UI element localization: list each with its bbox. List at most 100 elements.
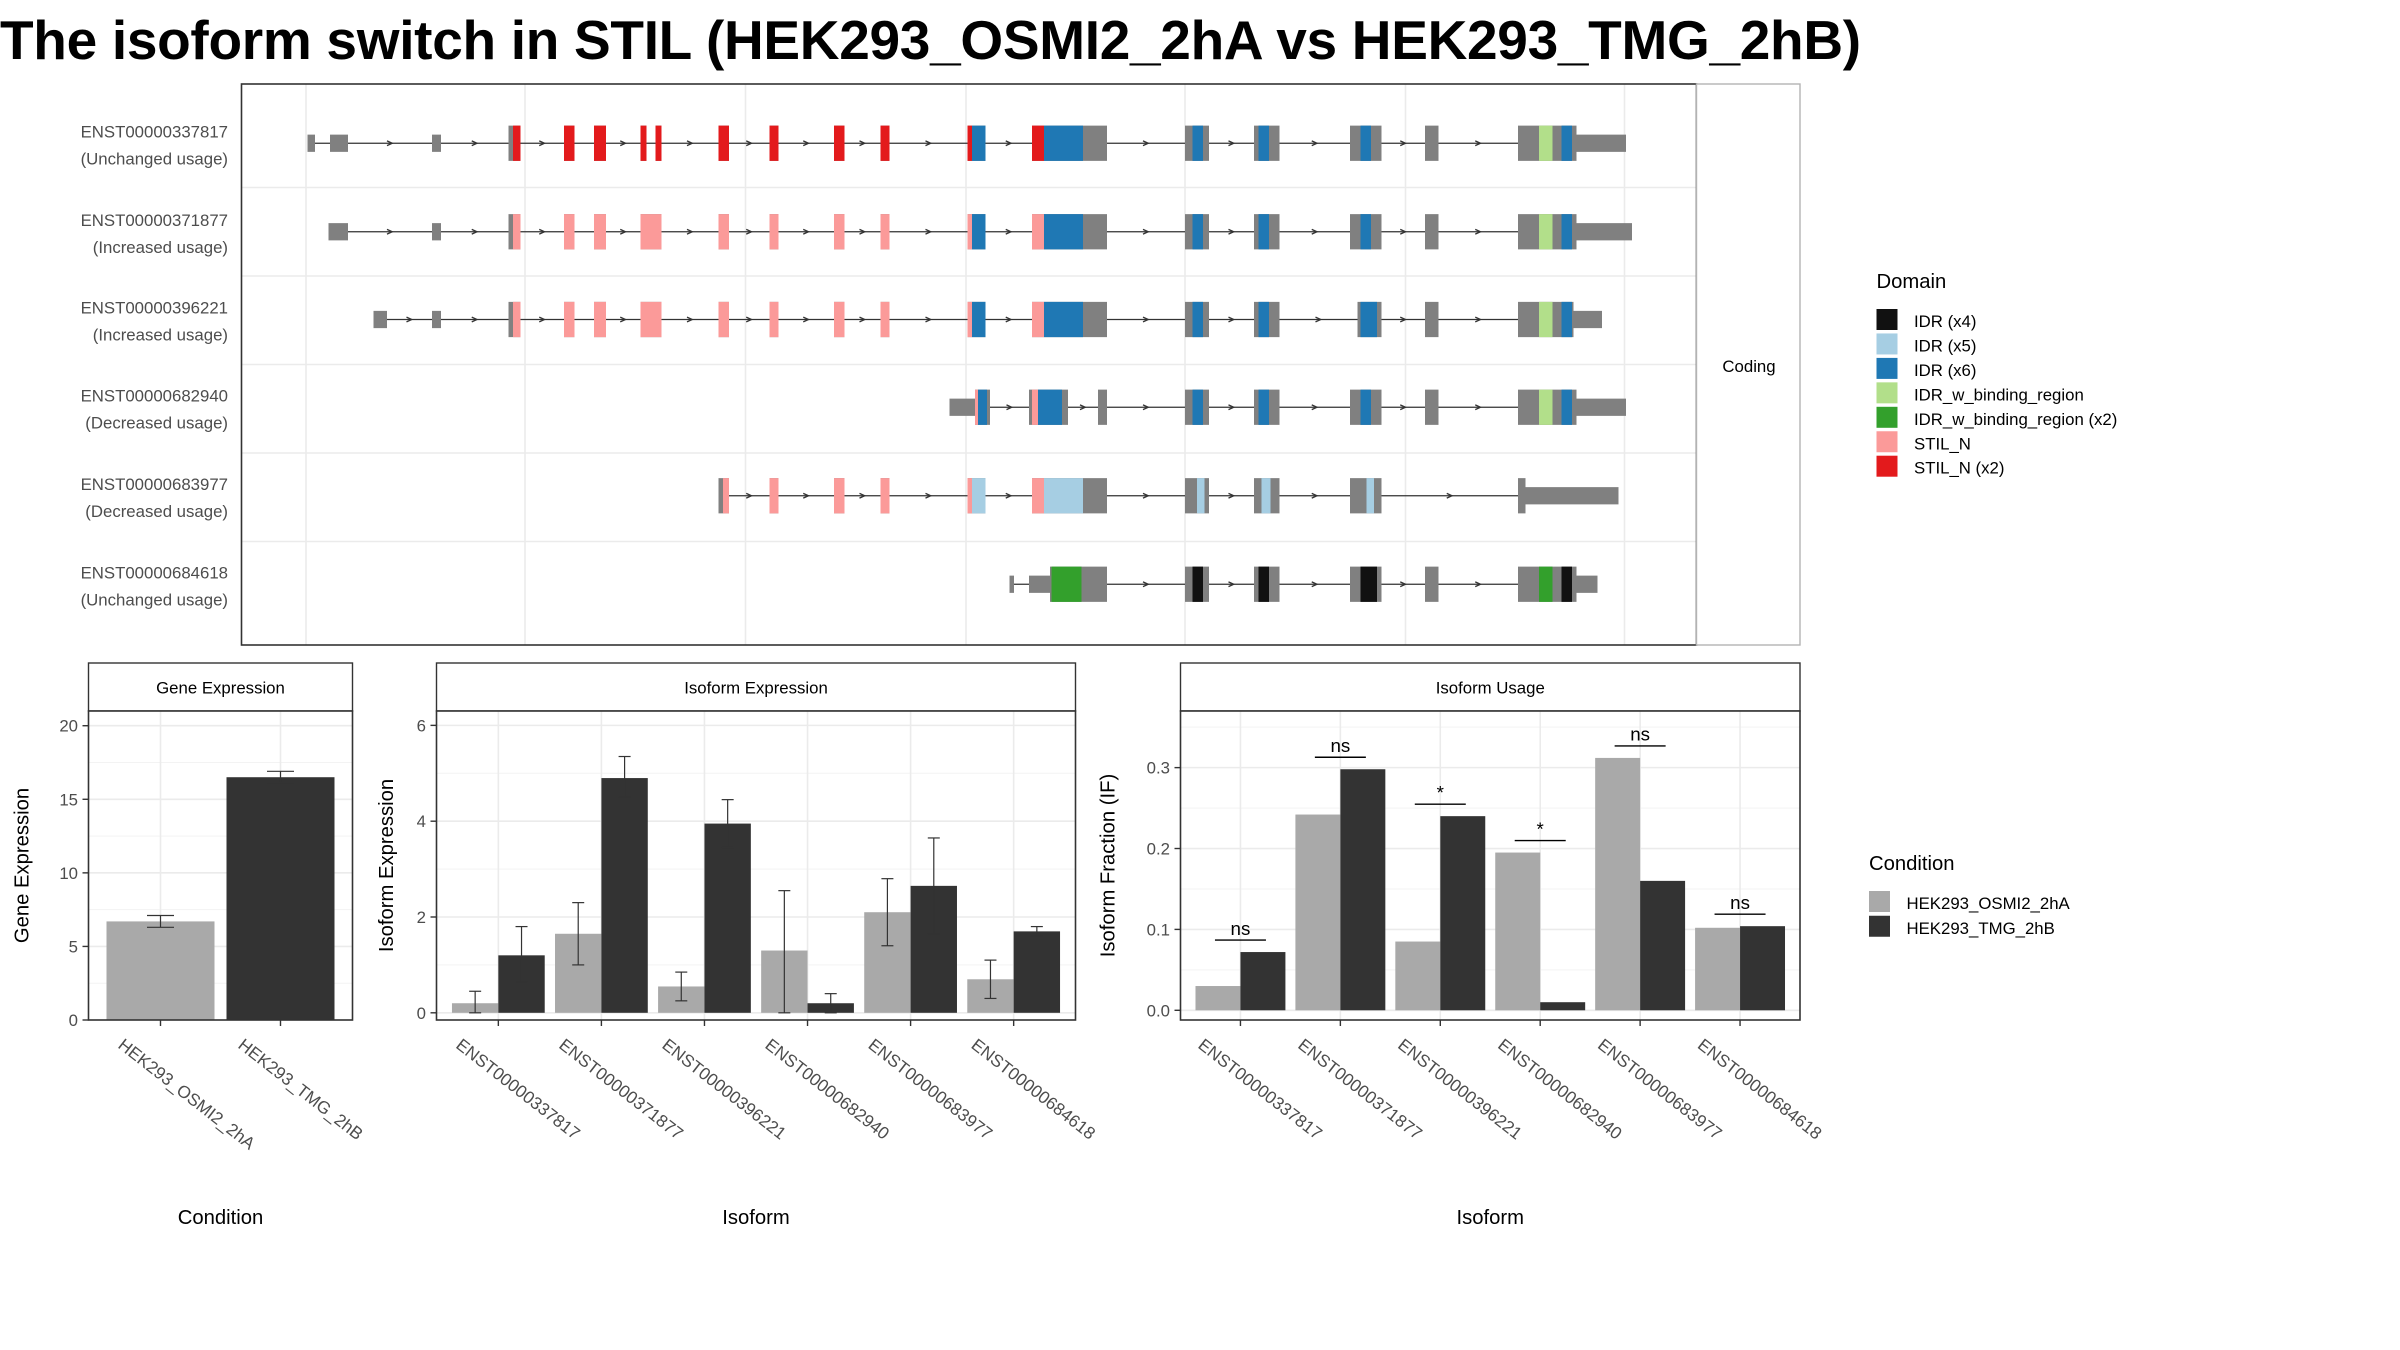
- domain-block: [655, 125, 662, 161]
- coding-exon: [1425, 389, 1439, 425]
- panel-strip: [1179, 662, 1801, 712]
- panel-title: Isoform Usage: [1436, 678, 1545, 697]
- intron-arrow: [1228, 140, 1236, 147]
- bar: [1395, 941, 1441, 1011]
- intron-arrow: [1311, 581, 1319, 588]
- domain-legend-label: IDR_w_binding_region (x2): [1914, 410, 2117, 429]
- intron-arrow: [745, 316, 754, 323]
- intron-arrow: [1228, 228, 1236, 235]
- intron-arrow: [538, 228, 547, 235]
- intron-arrow: [745, 228, 754, 235]
- intron-arrow: [1474, 404, 1483, 411]
- domain-block: [1561, 566, 1572, 602]
- domain-legend-label: IDR (x5): [1914, 336, 1976, 355]
- intron-arrow: [859, 140, 867, 147]
- domain-block: [1561, 301, 1572, 338]
- transcript-usage-label: (Increased usage): [93, 238, 228, 257]
- domain-block: [880, 125, 890, 161]
- domain-block: [1192, 125, 1203, 161]
- y-tick-label: 2: [417, 908, 426, 927]
- intron-arrow: [1228, 316, 1236, 323]
- noncoding-exon: [330, 134, 348, 152]
- intron-arrow: [925, 140, 933, 147]
- y-tick-label: 20: [59, 717, 78, 736]
- y-tick-label: 4: [417, 812, 426, 831]
- intron-arrow: [1006, 404, 1014, 411]
- domain-block: [972, 214, 986, 250]
- x-axis-title: Isoform: [722, 1207, 790, 1229]
- noncoding-exon: [1576, 134, 1626, 152]
- domain-block: [1044, 478, 1083, 514]
- intron-arrow: [686, 316, 694, 323]
- noncoding-exon: [949, 398, 975, 416]
- coding-exon: [1425, 566, 1439, 602]
- intron-arrow: [1474, 316, 1483, 323]
- y-tick-label: 0.3: [1147, 759, 1170, 778]
- x-axis-title: Isoform: [1456, 1207, 1524, 1229]
- bar: [1540, 1002, 1586, 1011]
- domain-legend-key: [1876, 455, 1898, 477]
- intron-arrow: [859, 492, 867, 499]
- panel-title: Isoform Expression: [684, 678, 828, 697]
- domain-block: [972, 478, 986, 514]
- significance-label: *: [1537, 818, 1544, 839]
- transcript-usage-label: (Decreased usage): [85, 502, 228, 521]
- domain-block: [1539, 125, 1553, 161]
- intron-arrow: [1311, 492, 1319, 499]
- intron-arrow: [1399, 140, 1408, 147]
- intron-arrow: [802, 492, 811, 499]
- domain-block: [564, 301, 575, 338]
- domain-block: [513, 301, 521, 338]
- bar: [1440, 816, 1486, 1011]
- structure-strip-label: Coding: [1722, 357, 1775, 376]
- intron-arrow: [386, 140, 394, 147]
- bar: [226, 777, 335, 1020]
- noncoding-exon: [1576, 223, 1632, 241]
- bar: [1340, 769, 1386, 1011]
- domain-legend-key: [1876, 309, 1898, 330]
- domain-block: [880, 301, 890, 338]
- intron-arrow: [1474, 140, 1483, 147]
- noncoding-exon: [1576, 398, 1626, 416]
- y-axis-title: Isoform Expression: [376, 779, 398, 952]
- domain-block: [1360, 301, 1377, 338]
- y-tick-label: 0.2: [1147, 840, 1170, 859]
- domain-block: [967, 301, 972, 338]
- transcript-row: ENST00000682940 (Decreased usage): [81, 386, 1626, 432]
- intron-arrow: [802, 140, 811, 147]
- domain-block: [972, 125, 986, 161]
- intron-arrow: [1311, 404, 1319, 411]
- domain-block: [1539, 301, 1553, 338]
- noncoding-exon: [432, 310, 441, 329]
- bar: [1640, 880, 1686, 1011]
- domain-block: [1032, 478, 1044, 514]
- domain-legend-key: [1876, 431, 1898, 453]
- domain-block: [1561, 389, 1572, 425]
- noncoding-exon: [432, 223, 441, 241]
- noncoding-exon: [1573, 310, 1602, 329]
- noncoding-exon: [373, 310, 387, 329]
- bar: [1295, 814, 1341, 1011]
- x-axis-title: Condition: [178, 1207, 264, 1229]
- coding-exon: [1518, 478, 1526, 514]
- domain-block: [1561, 214, 1572, 250]
- noncoding-exon: [328, 223, 348, 241]
- y-tick-label: 0.0: [1147, 1001, 1170, 1020]
- intron-arrow: [538, 316, 547, 323]
- domain-legend-label: IDR (x6): [1914, 361, 1976, 380]
- bar-chart-0: Gene Expression05101520HEK293_OSMI2_2hAH…: [12, 662, 367, 1229]
- domain-legend-label: IDR (x4): [1914, 312, 1976, 331]
- intron-arrow: [1142, 404, 1150, 411]
- domain-block: [1192, 389, 1203, 425]
- coding-exon: [1098, 389, 1107, 425]
- domain-block: [640, 301, 662, 338]
- transcript-row: ENST00000684618 (Unchanged usage): [81, 563, 1598, 609]
- intron-arrow: [1142, 316, 1150, 323]
- domain-block: [978, 389, 987, 425]
- domain-legend-key: [1876, 382, 1898, 404]
- transcript-id-label: ENST00000683977: [81, 475, 228, 494]
- domain-block: [513, 125, 521, 161]
- domain-block: [975, 389, 978, 425]
- bar: [1013, 931, 1061, 1013]
